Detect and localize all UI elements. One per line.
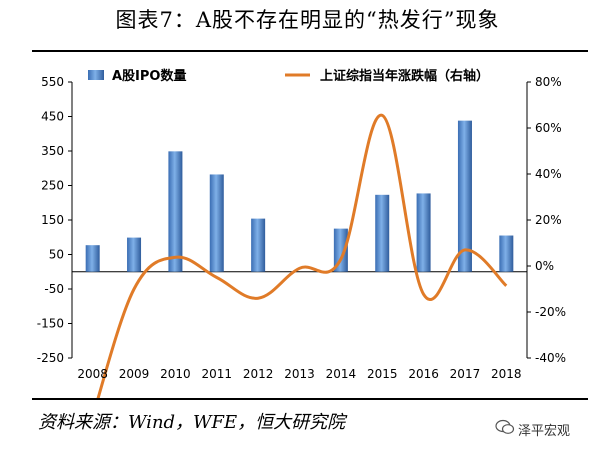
category-label: 2016 [408,367,439,381]
top-rule [32,50,588,52]
bar [85,245,100,272]
right-tick-label: -40% [535,351,566,365]
right-axis-ticks: -40% -20% 0% 20% 40% 60% 80% [527,75,566,365]
bar [416,193,431,272]
left-tick-label: -150 [37,317,64,331]
category-label: 2018 [491,367,522,381]
category-label: 2009 [119,367,150,381]
wechat-icon [495,419,515,434]
bar [499,235,514,272]
chart-title: 图表7：A股不存在明显的“热发行”现象 [115,8,500,32]
category-label: 2008 [77,367,108,381]
left-tick-label: 450 [41,110,64,124]
legend-label-bar: A股IPO数量 [112,68,186,84]
bar-series [85,120,514,272]
left-tick-label: 550 [41,75,64,89]
left-tick-label: 150 [41,213,64,227]
left-tick-label: 250 [41,179,64,193]
bar [127,237,142,272]
category-label: 2010 [160,367,191,381]
right-tick-label: 40% [535,167,562,181]
bar [457,120,472,272]
category-labels: 2008 2009 2010 2011 2012 2013 2014 2015 2016 2017… [77,367,521,381]
legend-swatch-bar [88,70,104,80]
bottom-rule [32,398,588,400]
legend-label-line: 上证综指当年涨跌幅（右轴） [320,68,489,84]
line-series [96,113,508,400]
right-tick-label: -20% [535,305,566,319]
source-note: 资料来源：Wind，WFE，恒大研究院 [38,412,346,433]
right-tick-label: 0% [535,259,554,273]
bar [375,194,390,272]
bar [251,218,266,272]
left-tick-label: -50 [44,282,64,296]
right-tick-label: 80% [535,75,562,89]
bar [209,174,224,272]
chart: -250 -150 -50 50 150 250 350 450 550 -40% -20% 0% 2… [37,68,566,400]
bar [333,228,348,272]
watermark: 泽平宏观 [518,424,571,439]
category-label: 2012 [243,367,274,381]
right-tick-label: 60% [535,121,562,135]
bar [168,151,183,272]
right-tick-label: 20% [535,213,562,227]
left-tick-label: 350 [41,144,64,158]
left-axis-ticks: -250 -150 -50 50 150 250 350 450 550 [37,75,72,365]
category-label: 2015 [367,367,398,381]
category-label: 2013 [284,367,315,381]
category-label: 2017 [450,367,481,381]
left-tick-label: -250 [37,351,64,365]
left-tick-label: 50 [49,248,64,262]
category-label: 2014 [326,367,357,381]
legend: A股IPO数量 上证综指当年涨跌幅（右轴） [88,68,489,84]
category-label: 2011 [201,367,232,381]
